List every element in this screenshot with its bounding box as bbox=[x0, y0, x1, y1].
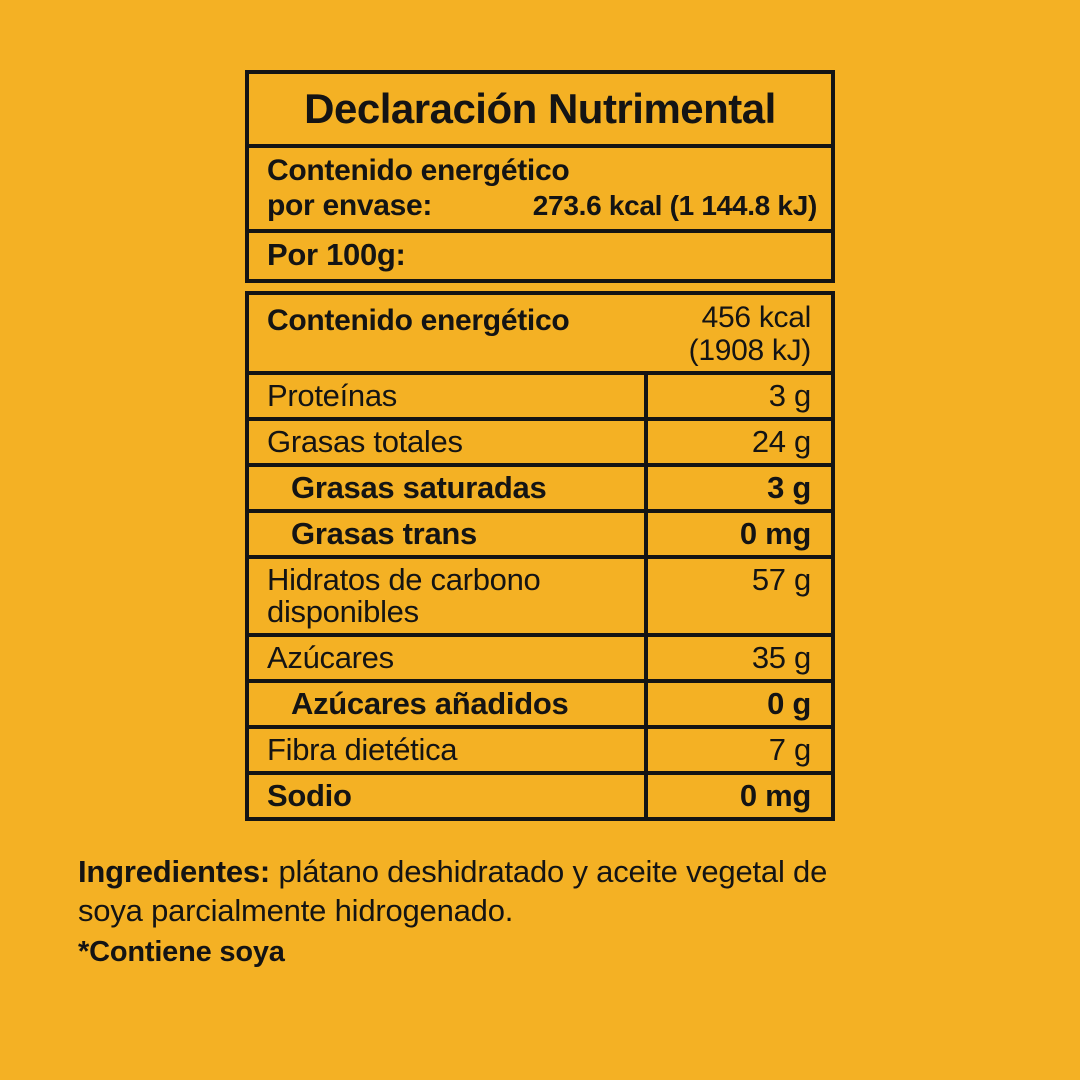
nutrient-row: Grasas trans 0 mg bbox=[249, 509, 831, 555]
nutrient-name: Proteínas bbox=[267, 378, 397, 413]
nutrient-value: 0 mg bbox=[644, 775, 831, 817]
nutrient-rows: Proteínas 3 g Grasas totales 24 g Grasas… bbox=[249, 371, 831, 817]
nutrient-name: Sodio bbox=[267, 778, 352, 813]
ingredients-text-line2: soya parcialmente hidrogenado. bbox=[78, 893, 514, 928]
nutrient-value: 0 mg bbox=[644, 513, 831, 555]
nutrient-value: 3 g bbox=[644, 467, 831, 509]
energy-per-100g-label: Contenido energético bbox=[267, 304, 570, 337]
nutrient-value: 57 g bbox=[644, 559, 831, 633]
per-package-label-line2: por envase: bbox=[267, 189, 433, 222]
per-package-energy-value: 273.6 kcal (1 144.8 kJ) bbox=[532, 190, 818, 221]
ingredients-line-1: Ingredientes: plátano deshidratado y ace… bbox=[78, 852, 978, 891]
nutrition-title: Declaración Nutrimental bbox=[249, 74, 831, 148]
allergen-note: *Contiene soya bbox=[78, 936, 285, 968]
nutrient-value: 35 g bbox=[644, 637, 831, 679]
nutrient-name: Hidratos de carbono disponibles bbox=[267, 562, 541, 629]
nutrient-row: Grasas saturadas 3 g bbox=[249, 463, 831, 509]
nutrition-table-per-100g: Contenido energético 456 kcal (1908 kJ) … bbox=[245, 291, 835, 821]
per-100g-heading: Por 100g: bbox=[267, 237, 406, 272]
nutrient-row: Grasas totales 24 g bbox=[249, 417, 831, 463]
ingredients-section: Ingredientes: plátano deshidratado y ace… bbox=[78, 852, 978, 972]
nutrient-name: Azúcares bbox=[267, 640, 394, 675]
energy-per-package-row: Contenido energético por envase: 273.6 k… bbox=[249, 148, 831, 233]
nutrient-row: Sodio 0 mg bbox=[249, 771, 831, 817]
nutrient-row: Hidratos de carbono disponibles 57 g bbox=[249, 555, 831, 633]
ingredients-heading: Ingredientes: bbox=[78, 854, 271, 889]
energy-per-100g-value: 456 kcal (1908 kJ) bbox=[688, 301, 812, 367]
nutrient-name: Fibra dietética bbox=[267, 732, 458, 767]
nutrient-value: 0 g bbox=[644, 683, 831, 725]
energy-per-100g-row: Contenido energético 456 kcal (1908 kJ) bbox=[249, 295, 831, 371]
ingredients-text-line1: plátano deshidratado y aceite vegetal de bbox=[270, 854, 828, 889]
nutrient-value: 3 g bbox=[644, 375, 831, 417]
nutrient-value: 7 g bbox=[644, 729, 831, 771]
nutrient-name: Azúcares añadidos bbox=[291, 686, 569, 721]
energy-kj-value: (1908 kJ) bbox=[688, 334, 812, 367]
nutrition-header-box: Declaración Nutrimental Contenido energé… bbox=[245, 70, 835, 283]
nutrient-name: Grasas trans bbox=[291, 516, 477, 551]
nutrition-facts-label: Declaración Nutrimental Contenido energé… bbox=[245, 70, 835, 821]
nutrient-row: Proteínas 3 g bbox=[249, 371, 831, 417]
per-package-label-line2-row: por envase: 273.6 kcal (1 144.8 kJ) bbox=[267, 188, 817, 223]
nutrient-name: Grasas totales bbox=[267, 424, 463, 459]
nutrient-row: Fibra dietética 7 g bbox=[249, 725, 831, 771]
energy-kcal-value: 456 kcal bbox=[701, 301, 812, 334]
nutrient-value: 24 g bbox=[644, 421, 831, 463]
nutrient-name: Grasas saturadas bbox=[291, 470, 547, 505]
per-package-label-line1: Contenido energético bbox=[267, 154, 570, 187]
nutrient-row: Azúcares añadidos 0 g bbox=[249, 679, 831, 725]
nutrient-row: Azúcares 35 g bbox=[249, 633, 831, 679]
